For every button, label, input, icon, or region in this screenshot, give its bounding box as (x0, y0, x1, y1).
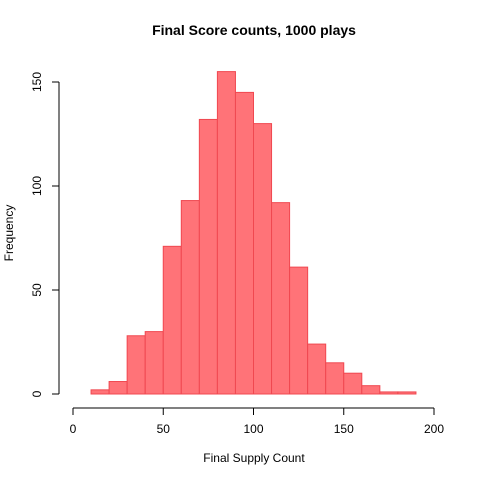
histogram-bars (90, 71, 417, 395)
histogram-bar (216, 71, 236, 395)
y-tick-label: 100 (30, 176, 44, 196)
chart-title: Final Score counts, 1000 plays (152, 22, 356, 38)
histogram-bar (271, 202, 291, 395)
x-tick-label: 0 (70, 422, 77, 436)
histogram-bar (108, 381, 128, 395)
y-axis: 0 50 100 150 (30, 72, 60, 397)
histogram-bar (162, 245, 182, 395)
histogram-bar (234, 91, 254, 395)
histogram-bar (325, 362, 345, 395)
histogram-bar (397, 391, 417, 395)
histogram-bar (289, 266, 309, 395)
y-tick-label: 0 (30, 390, 44, 397)
histogram-bar (343, 372, 363, 395)
x-tick-label: 50 (157, 422, 171, 436)
histogram-bar (379, 391, 399, 395)
histogram-bar (307, 343, 327, 395)
histogram-bar (126, 335, 146, 395)
histogram-bar (180, 200, 200, 395)
y-tick-label: 50 (30, 283, 44, 297)
x-tick-label: 150 (334, 422, 354, 436)
histogram-bar (144, 331, 164, 395)
y-tick-label: 150 (30, 72, 44, 92)
x-tick-label: 200 (424, 422, 444, 436)
y-axis-label: Frequency (2, 205, 16, 262)
histogram-bar (361, 385, 381, 395)
histogram-bar (90, 389, 110, 395)
x-tick-label: 100 (243, 422, 263, 436)
histogram-bar (198, 118, 218, 395)
x-axis-label: Final Supply Count (203, 451, 305, 465)
x-axis: 0 50 100 150 200 (70, 407, 444, 436)
histogram-bar (253, 123, 273, 395)
